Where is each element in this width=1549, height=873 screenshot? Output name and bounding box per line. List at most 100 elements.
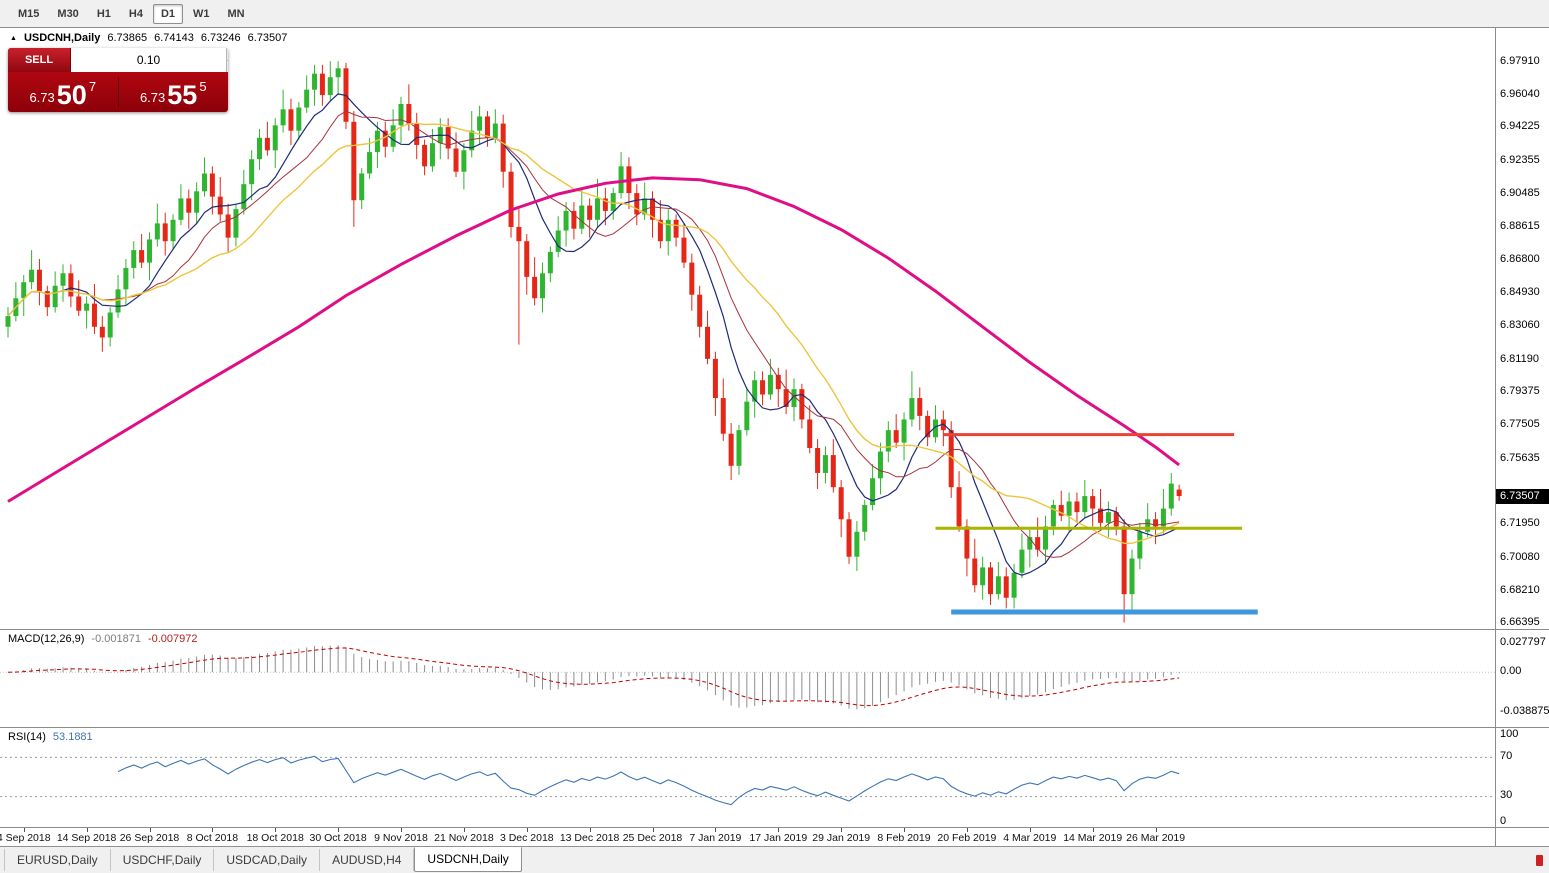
macd-axis-label: 0.027797 bbox=[1500, 635, 1546, 648]
timeframe-button-h1[interactable]: H1 bbox=[96, 7, 111, 20]
date-label: 20 Feb 2019 bbox=[937, 832, 997, 844]
buy-price-pips: 55 bbox=[167, 80, 198, 110]
timeframe-button-w1[interactable]: W1 bbox=[193, 7, 210, 20]
price-axis-label: 6.96040 bbox=[1500, 87, 1540, 100]
tab-usdcad-daily[interactable]: USDCAD,Daily bbox=[214, 849, 321, 871]
tab-usdcnh-daily[interactable]: USDCNH,Daily bbox=[414, 846, 522, 872]
macd-label: MACD(12,26,9) -0.001871 -0.007972 bbox=[8, 633, 198, 645]
price-axis: 6.73507 6.97910 6.96040 6.94225 6.92355 6.90… bbox=[1495, 28, 1549, 846]
date-tick bbox=[715, 828, 717, 832]
rsi-axis-label: 70 bbox=[1500, 749, 1513, 762]
volume-down-icon[interactable]: ▼ bbox=[227, 59, 228, 72]
timeframe-button-m30[interactable]: M30 bbox=[57, 7, 79, 20]
date-label: 8 Feb 2019 bbox=[877, 832, 931, 844]
macd-axis-label: -0.038875 bbox=[1500, 705, 1549, 718]
tab-audusd-h4[interactable]: AUDUSD,H4 bbox=[320, 849, 415, 871]
date-tick bbox=[652, 828, 654, 832]
date-tick bbox=[463, 828, 465, 832]
date-label: 26 Sep 2018 bbox=[119, 832, 180, 844]
one-click-trading-widget: SELL ▲ ▼ BUY 6.73 50 7 6.73 bbox=[8, 48, 228, 112]
date-tick bbox=[86, 828, 88, 832]
date-label: 18 Oct 2018 bbox=[246, 832, 304, 844]
date-tick bbox=[338, 828, 340, 832]
price-axis-label: 6.77505 bbox=[1500, 418, 1540, 431]
date-tick bbox=[1092, 828, 1094, 832]
connection-status-indicator bbox=[1536, 854, 1543, 866]
date-label: 8 Oct 2018 bbox=[186, 832, 239, 844]
macd-signal-value: -0.007972 bbox=[147, 633, 198, 645]
date-tick bbox=[778, 828, 780, 832]
date-label: 17 Jan 2019 bbox=[749, 832, 808, 844]
date-label: 4 Mar 2019 bbox=[1003, 832, 1057, 844]
tab-usdchf-daily[interactable]: USDCHF,Daily bbox=[111, 849, 215, 871]
price-axis-label: 6.97910 bbox=[1500, 54, 1540, 67]
date-tick bbox=[275, 828, 277, 832]
volume-stepper: ▲ ▼ bbox=[226, 48, 228, 72]
date-label: 7 Jan 2019 bbox=[689, 832, 742, 844]
buy-price[interactable]: 6.73 55 5 bbox=[119, 72, 229, 112]
price-axis-label: 6.70080 bbox=[1500, 550, 1540, 563]
time-axis: 4 Sep 2018 14 Sep 2018 26 Sep 2018 8 Oct 20… bbox=[0, 827, 1549, 846]
rsi-axis-label: 0 bbox=[1500, 815, 1507, 827]
date-tick bbox=[212, 828, 214, 832]
rsi-canvas[interactable] bbox=[0, 728, 1495, 826]
price-axis-label: 6.88615 bbox=[1500, 220, 1540, 233]
sell-button[interactable]: SELL bbox=[8, 48, 70, 72]
price-axis-label: 6.81190 bbox=[1500, 352, 1539, 365]
price-axis-label: 6.94225 bbox=[1500, 120, 1540, 133]
price-axis-label: 6.83060 bbox=[1500, 319, 1540, 332]
timeframe-button-mn[interactable]: MN bbox=[227, 7, 245, 20]
collapse-arrow-icon[interactable]: ▲ bbox=[10, 34, 17, 42]
sell-price[interactable]: 6.73 50 7 bbox=[8, 72, 118, 112]
date-label: 30 Oct 2018 bbox=[309, 832, 367, 844]
date-label: 3 Dec 2018 bbox=[499, 832, 554, 844]
timeframe-button-h4[interactable]: H4 bbox=[128, 7, 143, 20]
buy-price-base: 6.73 bbox=[139, 90, 166, 105]
price-axis-label: 6.66395 bbox=[1500, 616, 1540, 629]
current-price-label: 6.73507 bbox=[1496, 488, 1549, 504]
sell-price-base: 6.73 bbox=[29, 90, 55, 105]
buy-price-pipette: 5 bbox=[199, 79, 207, 94]
macd-panel: MACD(12,26,9) -0.001871 -0.007972 bbox=[0, 629, 1549, 727]
macd-value: -0.001871 bbox=[91, 633, 141, 645]
volume-up-icon[interactable]: ▲ bbox=[227, 48, 228, 60]
chart-tabs-bar: EURUSD,Daily USDCHF,Daily USDCAD,Daily AUDU… bbox=[0, 846, 1549, 873]
timeframe-button-d1[interactable]: D1 bbox=[152, 3, 183, 24]
price-axis-label: 6.84930 bbox=[1500, 285, 1540, 298]
price-axis-label: 6.75635 bbox=[1500, 451, 1540, 464]
date-label: 9 Nov 2018 bbox=[374, 832, 428, 844]
price-axis-label: 6.90485 bbox=[1500, 186, 1540, 199]
chart-symbol-period: USDCNH,Daily bbox=[23, 32, 101, 44]
date-tick bbox=[401, 828, 402, 832]
price-axis-label: 6.92355 bbox=[1500, 153, 1540, 166]
timeframe-button-m15[interactable]: M15 bbox=[18, 7, 40, 20]
date-tick bbox=[589, 828, 591, 832]
rsi-axis-label: 100 bbox=[1500, 728, 1519, 740]
price-axis-label: 6.68210 bbox=[1500, 583, 1540, 596]
price-axis-label: 6.79375 bbox=[1500, 384, 1540, 397]
ohlc-close: 6.73507 bbox=[247, 32, 288, 44]
rsi-axis-label: 30 bbox=[1500, 789, 1513, 802]
date-label: 26 Mar 2019 bbox=[1126, 832, 1186, 844]
date-label: 14 Sep 2018 bbox=[56, 832, 117, 844]
date-tick bbox=[966, 828, 968, 832]
sell-price-pips: 50 bbox=[56, 80, 87, 110]
date-label: 29 Jan 2019 bbox=[812, 832, 871, 844]
volume-input[interactable] bbox=[71, 48, 226, 72]
sell-price-pipette: 7 bbox=[88, 79, 97, 94]
timeframe-toolbar: M15 M30 H1 H4 D1 W1 MN bbox=[0, 0, 1549, 27]
date-tick bbox=[526, 828, 528, 832]
date-label: 4 Sep 2018 bbox=[0, 832, 51, 844]
date-label: 14 Mar 2019 bbox=[1063, 832, 1123, 844]
chart-title: ▲ USDCNH,Daily 6.73865 6.74143 6.73246 6… bbox=[10, 32, 287, 44]
date-label: 21 Nov 2018 bbox=[434, 832, 494, 844]
price-axis-label: 6.86800 bbox=[1500, 252, 1540, 265]
date-tick bbox=[23, 828, 25, 832]
volume-field: ▲ ▼ bbox=[71, 48, 228, 72]
rsi-panel: RSI(14) 53.1881 bbox=[0, 727, 1549, 827]
price-divider bbox=[117, 77, 119, 107]
date-label: 13 Dec 2018 bbox=[559, 832, 620, 844]
tab-eurusd-daily[interactable]: EURUSD,Daily bbox=[4, 849, 111, 871]
macd-canvas[interactable] bbox=[0, 630, 1495, 728]
main-chart-canvas[interactable] bbox=[0, 28, 1495, 629]
